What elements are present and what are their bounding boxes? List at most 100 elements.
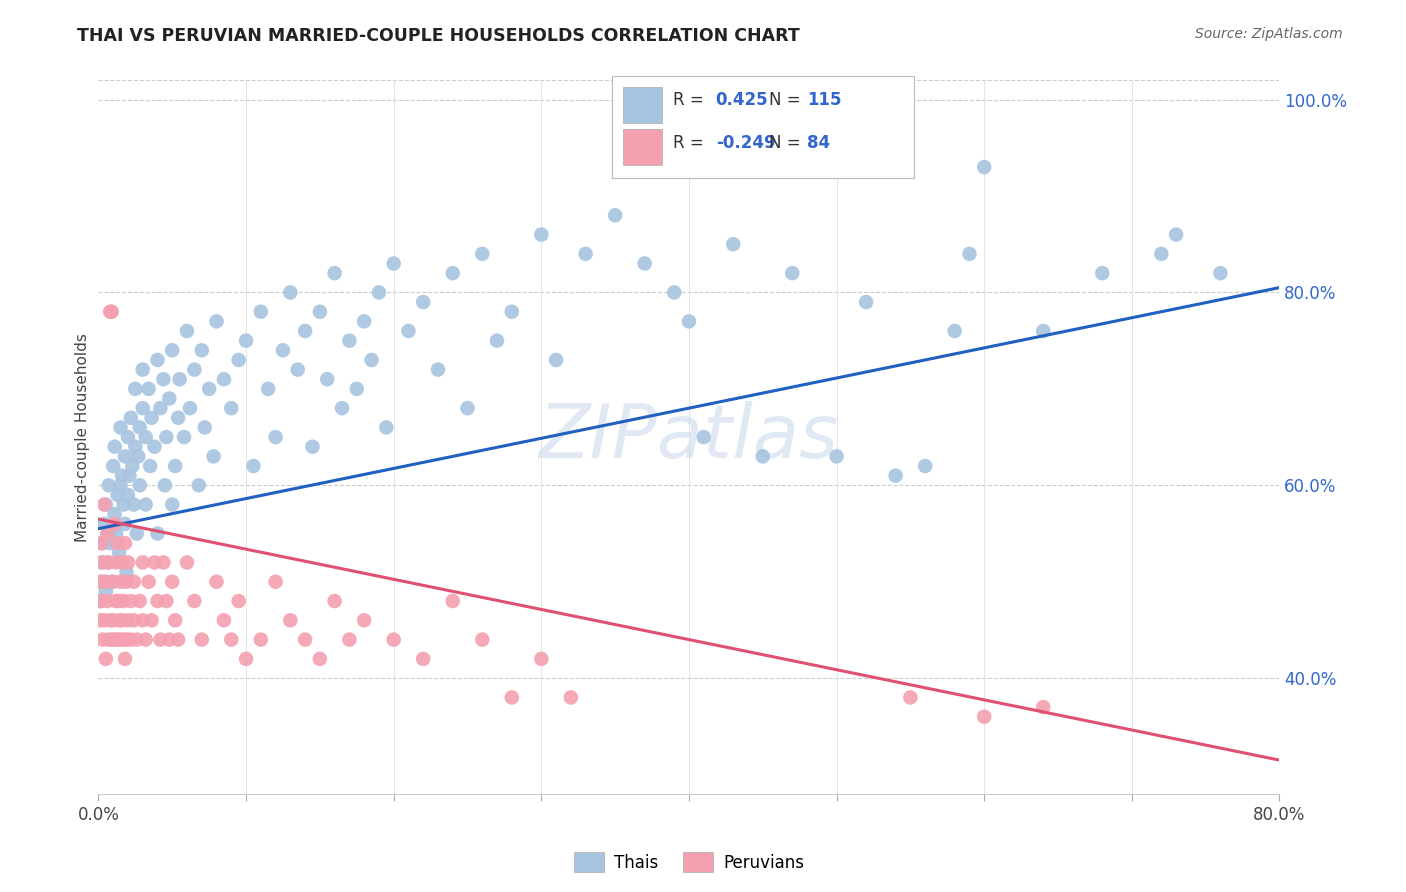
Point	[973, 160, 995, 174]
Point	[104, 632, 127, 647]
Point	[855, 295, 877, 310]
Point	[271, 343, 294, 358]
Point	[167, 410, 190, 425]
Point	[309, 304, 332, 318]
Point	[155, 594, 177, 608]
Point	[382, 632, 405, 647]
Point	[90, 556, 112, 570]
Point	[153, 478, 176, 492]
Point	[107, 632, 129, 647]
Point	[112, 498, 135, 512]
Point	[100, 574, 122, 589]
Point	[194, 420, 217, 434]
Point	[323, 594, 346, 608]
Point	[309, 652, 332, 666]
Point	[138, 574, 160, 589]
Point	[120, 410, 142, 425]
Point	[167, 632, 190, 647]
Point	[191, 632, 214, 647]
Point	[132, 401, 155, 416]
Point	[280, 285, 302, 300]
Point	[105, 556, 128, 570]
Point	[143, 556, 166, 570]
Point	[111, 613, 134, 627]
Point	[110, 478, 132, 492]
Point	[412, 295, 434, 310]
Point	[120, 632, 142, 647]
Point	[100, 304, 122, 318]
Point	[103, 458, 125, 473]
Point	[139, 458, 162, 473]
Point	[471, 632, 494, 647]
Text: 84: 84	[807, 134, 830, 152]
Text: R =: R =	[673, 134, 710, 152]
Point	[1209, 266, 1232, 280]
Point	[162, 343, 183, 358]
Point	[146, 526, 169, 541]
Point	[97, 632, 120, 647]
Point	[122, 613, 145, 627]
Point	[135, 632, 157, 647]
Point	[693, 430, 716, 444]
Point	[1091, 266, 1114, 280]
Point	[368, 285, 391, 300]
Point	[235, 652, 257, 666]
Point	[135, 498, 157, 512]
Point	[90, 594, 112, 608]
Point	[501, 304, 523, 318]
Point	[114, 652, 136, 666]
Point	[382, 256, 405, 270]
Point	[94, 652, 117, 666]
Point	[264, 574, 287, 589]
Point	[98, 613, 121, 627]
Point	[346, 382, 368, 396]
Point	[959, 247, 981, 261]
Point	[900, 690, 922, 705]
Point	[91, 556, 114, 570]
Point	[294, 324, 316, 338]
Point	[169, 372, 191, 386]
Point	[118, 468, 141, 483]
Point	[138, 382, 160, 396]
Point	[339, 334, 361, 348]
Point	[441, 594, 464, 608]
Point	[212, 372, 235, 386]
Point	[107, 488, 129, 502]
Point	[360, 353, 382, 368]
Point	[575, 247, 598, 261]
Point	[471, 247, 494, 261]
Point	[91, 632, 114, 647]
Point	[457, 401, 479, 416]
Point	[1032, 324, 1054, 338]
Legend: Thais, Peruvians: Thais, Peruvians	[567, 846, 811, 879]
Point	[93, 516, 115, 531]
Point	[412, 652, 434, 666]
Text: THAI VS PERUVIAN MARRIED-COUPLE HOUSEHOLDS CORRELATION CHART: THAI VS PERUVIAN MARRIED-COUPLE HOUSEHOL…	[77, 27, 800, 45]
Point	[198, 382, 221, 396]
Point	[96, 594, 118, 608]
Point	[98, 304, 121, 318]
Point	[108, 594, 131, 608]
Point	[125, 632, 148, 647]
Text: Source: ZipAtlas.com: Source: ZipAtlas.com	[1195, 27, 1343, 41]
Point	[117, 556, 139, 570]
Point	[149, 632, 172, 647]
Point	[114, 516, 136, 531]
Point	[89, 574, 111, 589]
Point	[294, 632, 316, 647]
Point	[264, 430, 287, 444]
Point	[1150, 247, 1173, 261]
Point	[205, 574, 228, 589]
Text: ZIPatlas: ZIPatlas	[538, 401, 839, 473]
Point	[124, 440, 146, 454]
Point	[250, 632, 273, 647]
Point	[111, 556, 134, 570]
Point	[122, 498, 145, 512]
Point	[330, 401, 353, 416]
Point	[723, 237, 745, 252]
Point	[634, 256, 657, 270]
Point	[353, 613, 375, 627]
Point	[546, 353, 568, 368]
Point	[103, 574, 125, 589]
Point	[205, 314, 228, 328]
